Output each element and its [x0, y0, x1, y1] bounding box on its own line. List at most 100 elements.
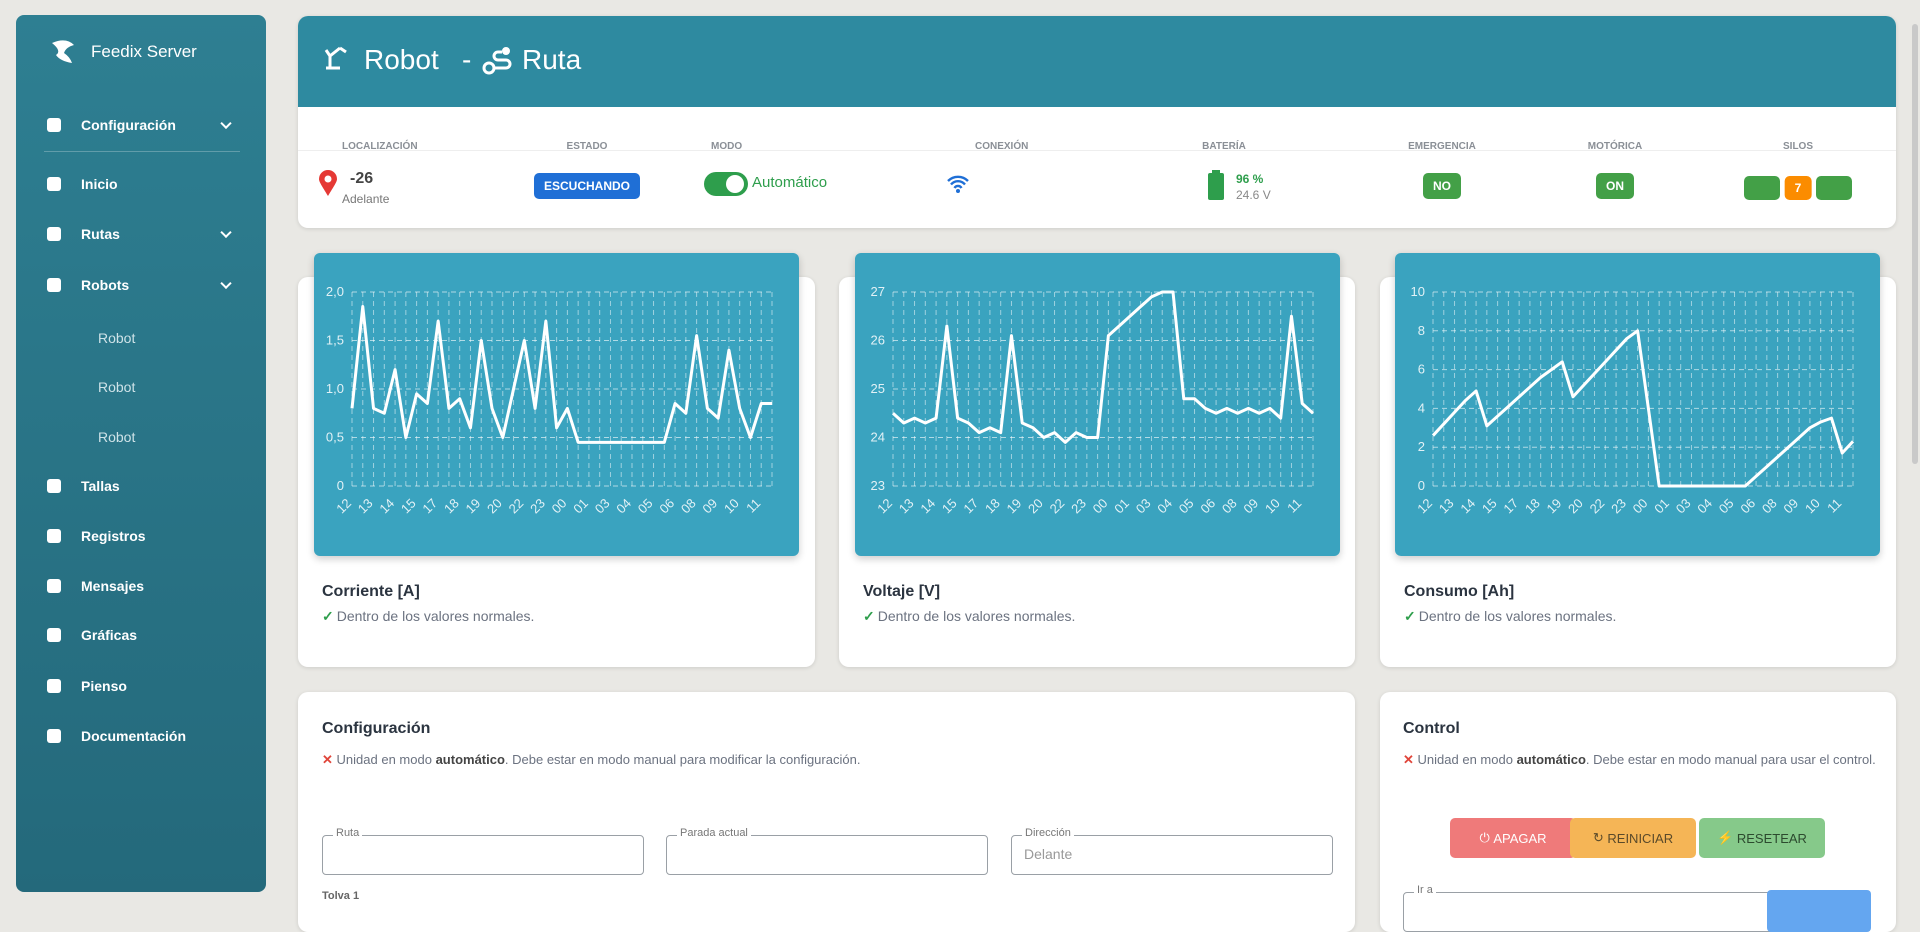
- emergency-badge: NO: [1423, 173, 1461, 199]
- nav-item[interactable]: Mensajes: [81, 578, 145, 594]
- y-tick-label: 4: [1418, 400, 1425, 415]
- nav-item[interactable]: Rutas: [81, 226, 120, 242]
- status-label: MOTÓRICA: [1587, 141, 1643, 152]
- check-icon: ✓: [1404, 608, 1416, 624]
- nav-icon: [47, 278, 61, 292]
- config-message: ✕ Unidad en modo automático. Debe estar …: [322, 752, 860, 768]
- chart-title: Voltaje [V]: [863, 583, 941, 600]
- field-label: Ruta: [333, 827, 363, 839]
- logo: [52, 40, 74, 63]
- x-tick-label: 19: [1544, 496, 1565, 517]
- x-tick-label: 09: [1240, 496, 1261, 517]
- x-tick-label: 10: [1262, 496, 1283, 517]
- chevron: [220, 226, 232, 239]
- field-label: Dirección: [1022, 827, 1074, 839]
- state-badge: ESCUCHANDO: [533, 173, 641, 199]
- control-title: Control: [1403, 720, 1460, 737]
- nav-item[interactable]: Robot: [98, 330, 136, 346]
- header-card: Robot - Ruta LOCALIZACIÓN ESTADO MODO CONEX…: [298, 16, 1896, 228]
- x-tick-label: 11: [743, 496, 763, 516]
- y-tick-label: 26: [871, 333, 885, 348]
- nav-item[interactable]: Pienso: [81, 678, 127, 694]
- goto-field[interactable]: Ir a: [1403, 884, 1793, 932]
- x-tick-label: 22: [1587, 496, 1608, 517]
- y-tick-label: 6: [1418, 362, 1425, 377]
- msg: . Debe estar en modo manual para modific…: [504, 752, 861, 767]
- restart-button[interactable]: ↻ REINICIAR: [1570, 818, 1696, 858]
- chevron: [220, 277, 232, 290]
- divider: [298, 150, 1896, 151]
- hopper: Tolva 1: [322, 890, 360, 902]
- nav-icon: [47, 177, 61, 191]
- y-tick-label: 24: [871, 430, 885, 445]
- x-tick-label: 22: [506, 496, 527, 517]
- subtitle-text: Dentro de los valores normales.: [1418, 608, 1617, 624]
- button-label: APAGAR: [1493, 830, 1547, 846]
- header-robot: Robot: [364, 44, 439, 75]
- x-tick-label: 03: [1133, 496, 1154, 517]
- nav-item[interactable]: Tallas: [81, 478, 120, 494]
- reset-button[interactable]: ⚡ RESETEAR: [1699, 818, 1825, 858]
- nav-icon: [47, 479, 61, 493]
- x-tick-label: 17: [1500, 496, 1521, 517]
- x-tick-label: 06: [656, 496, 677, 517]
- mode-toggle[interactable]: [704, 172, 748, 196]
- location: -26: [350, 170, 374, 187]
- voltage: 24.6 V: [1236, 188, 1271, 202]
- battery-icon: [1208, 170, 1224, 200]
- y-tick-label: 25: [871, 381, 885, 396]
- field-label: Parada actual: [677, 827, 751, 839]
- x-tick-label: 23: [527, 496, 548, 517]
- x-tick-label: 12: [874, 496, 895, 517]
- x-tick-label: 08: [1759, 496, 1780, 517]
- nav-icon: [47, 118, 61, 132]
- send-button[interactable]: [1767, 890, 1871, 932]
- x-tick-label: 06: [1197, 496, 1218, 517]
- nav-icon: [47, 529, 61, 543]
- nav-item[interactable]: Robot: [98, 379, 136, 395]
- x-tick-label: 23: [1608, 496, 1629, 517]
- nav-item[interactable]: Configuración: [81, 117, 176, 133]
- y-tick-label: 27: [871, 284, 885, 299]
- sidebar: Feedix Server Configuración Inicio Rutas Ro…: [16, 15, 266, 892]
- nav-item[interactable]: Registros: [81, 528, 146, 544]
- silo-badge: 7: [1784, 176, 1812, 200]
- x-tick-label: 05: [1716, 496, 1737, 517]
- x-tick-label: 14: [376, 496, 397, 517]
- nav-icon: [47, 579, 61, 593]
- nav-item[interactable]: Gráficas: [81, 627, 138, 643]
- control-message: ✕ Unidad en modo automático. Debe estar …: [1403, 752, 1876, 768]
- status-label: ESTADO: [566, 141, 608, 152]
- x-tick-label: 00: [549, 496, 570, 517]
- data-line: [1431, 329, 1855, 488]
- x-tick-label: 19: [1004, 496, 1025, 517]
- x-tick-label: 17: [960, 496, 981, 517]
- stop-field[interactable]: Parada actual: [666, 827, 988, 875]
- y-tick-label: 0,5: [326, 430, 344, 445]
- nav-icon: [47, 628, 61, 642]
- off-button[interactable]: ⏻ APAGAR: [1450, 818, 1576, 858]
- brand: Feedix Server: [91, 42, 197, 61]
- x-tick-label: 13: [1436, 496, 1457, 517]
- x-tick-label: 04: [1154, 496, 1175, 517]
- chevron: [220, 117, 232, 130]
- route-field[interactable]: Ruta: [322, 827, 644, 875]
- nav-item[interactable]: Robot: [98, 429, 136, 445]
- motor-badge: ON: [1596, 173, 1634, 199]
- nav-item[interactable]: Robots: [81, 277, 130, 293]
- page: Feedix Server Configuración Inicio Rutas Ro…: [16, 15, 1918, 932]
- x-tick-label: 22: [1047, 496, 1068, 517]
- x-tick-label: 05: [1176, 496, 1197, 517]
- nav-icon: [47, 679, 61, 693]
- chart-subtitle: ✓ Dentro de los valores normales.: [863, 608, 1075, 625]
- scrollbar: [1912, 24, 1918, 464]
- msg: Unidad en modo: [336, 752, 432, 767]
- status-label: CONEXIÓN: [975, 141, 1029, 152]
- status-label: SILOS: [1782, 141, 1814, 152]
- direction-field[interactable]: Dirección Delante: [1011, 827, 1333, 875]
- nav-item[interactable]: Inicio: [81, 176, 118, 192]
- check-icon: ✓: [322, 608, 334, 624]
- x-tick-label: 17: [419, 496, 440, 517]
- x-tick-label: 20: [1565, 496, 1586, 517]
- nav-item[interactable]: Documentación: [81, 728, 187, 744]
